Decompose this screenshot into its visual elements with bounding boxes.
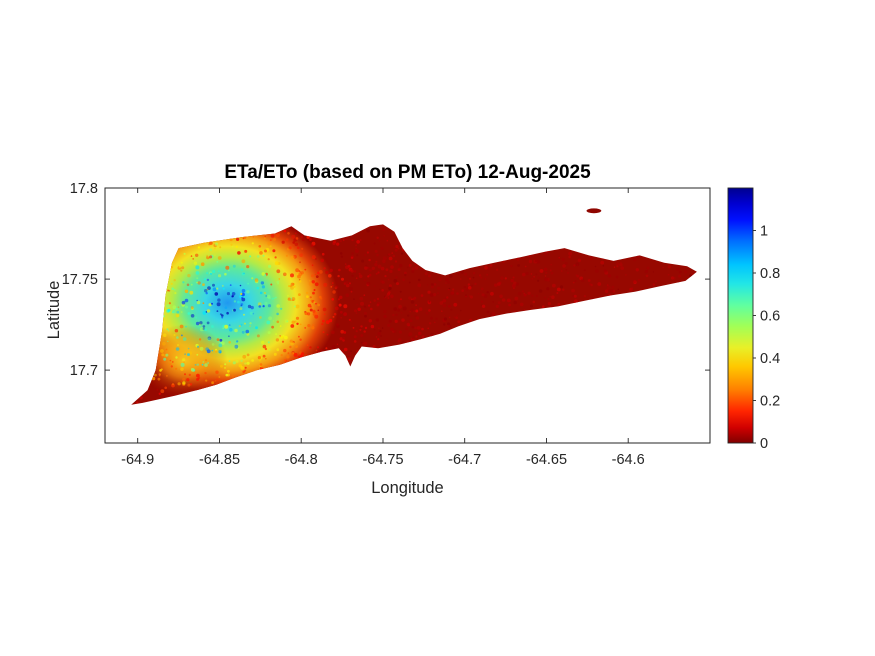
y-tick-label: 17.7	[70, 363, 98, 379]
colorbar-tick-label: 0.8	[760, 266, 780, 282]
x-axis-label: Longitude	[371, 479, 444, 497]
colorbar-tick-label: 0.4	[760, 351, 780, 367]
offshore-islet	[586, 208, 602, 214]
x-tick-label: -64.7	[448, 452, 481, 468]
x-tick-label: -64.8	[285, 452, 318, 468]
x-axis-ticks	[137, 188, 629, 443]
colorbar	[727, 187, 754, 444]
colorbar-tick-label: 1	[760, 224, 768, 240]
chart-title: ETa/ETo (based on PM ETo) 12-Aug-2025	[224, 162, 591, 183]
x-tick-label: -64.65	[526, 452, 567, 468]
y-tick-label: 17.75	[62, 272, 98, 288]
colorbar-tick-label: 0	[760, 436, 768, 452]
x-tick-label: -64.6	[612, 452, 645, 468]
x-tick-label: -64.85	[199, 452, 240, 468]
colorbar-tick-label: 0.6	[760, 309, 780, 325]
x-tick-label: -64.9	[121, 452, 154, 468]
x-tick-label: -64.75	[362, 452, 403, 468]
y-axis-ticks	[105, 187, 710, 371]
colorbar-tick-label: 0.2	[760, 394, 780, 410]
y-axis-label: Latitude	[45, 280, 63, 340]
y-tick-label: 17.8	[70, 181, 98, 197]
axes-box	[104, 187, 711, 444]
